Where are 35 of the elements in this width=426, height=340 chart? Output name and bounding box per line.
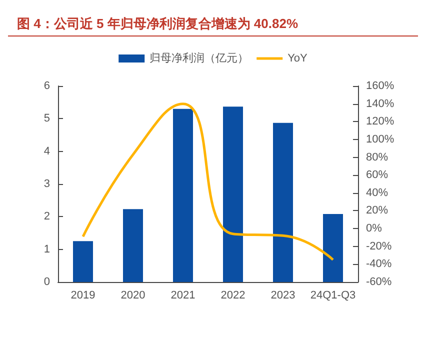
y2-tick-label: 160% [366, 80, 394, 92]
y2-tick-label: 40% [366, 186, 388, 199]
x-tick-label: 2019 [70, 290, 96, 302]
y2-tick-label: 120% [366, 116, 394, 128]
y2-tick-label: 140% [366, 98, 394, 110]
line-series [82, 102, 334, 261]
y2-tick-label: 20% [366, 204, 388, 217]
y-tick-label: 2 [44, 210, 50, 223]
y-tick-label: 5 [44, 112, 50, 125]
y2-tick-label: 0% [366, 222, 382, 235]
y-tick-label: 6 [44, 80, 50, 92]
y2-tick-label: -40% [366, 258, 392, 270]
x-tick-label: 2022 [220, 290, 246, 302]
bar [173, 108, 193, 282]
y2-tick-label: 60% [366, 169, 388, 182]
y-tick-label: 3 [44, 178, 50, 190]
bar [273, 122, 293, 282]
y-tick-label: 1 [44, 243, 50, 256]
y-tick-label: 4 [44, 145, 50, 158]
x-tick-label: 2021 [170, 290, 196, 302]
bar [123, 209, 143, 282]
legend-label: 归母净利润（亿元） [150, 52, 249, 64]
legend-label: YoY [288, 52, 308, 64]
y-tick-label: 0 [44, 276, 50, 288]
bar [73, 241, 93, 282]
x-tick-label: 24Q1-Q3 [310, 290, 356, 302]
y2-tick-label: -20% [366, 240, 392, 252]
chart-title: 图 4：公司近 5 年归母净利润复合增速为 40.82% [17, 16, 298, 31]
bar [323, 214, 343, 282]
bar [223, 106, 243, 282]
y2-tick-label: -60% [366, 276, 392, 288]
x-tick-label: 2023 [270, 290, 296, 302]
y2-tick-label: 80% [366, 151, 388, 164]
x-tick-label: 2020 [120, 290, 146, 302]
y2-tick-label: 100% [366, 133, 394, 146]
